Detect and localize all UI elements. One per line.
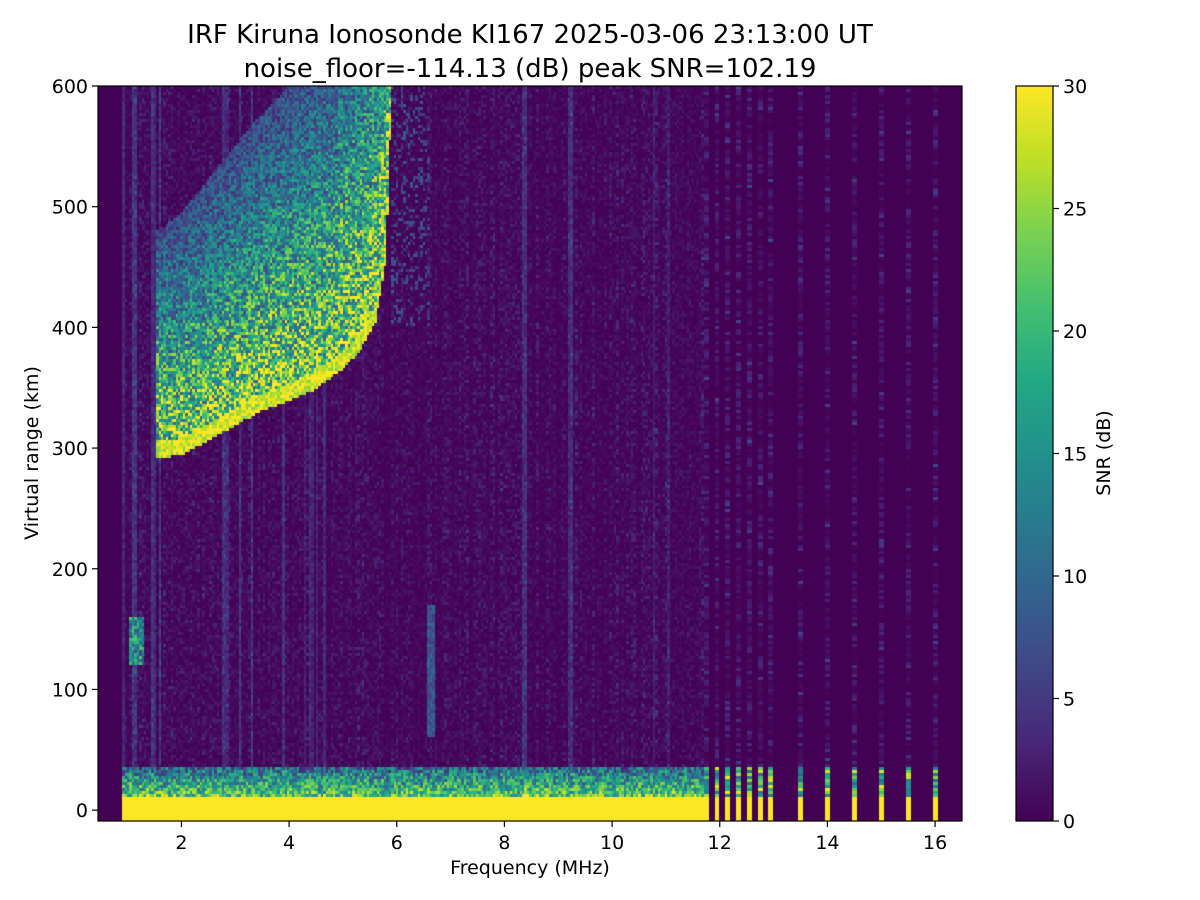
x-tick-label: 2 bbox=[175, 832, 187, 854]
colorbar-tick-label: 15 bbox=[1063, 444, 1087, 466]
x-tick-label: 14 bbox=[815, 832, 839, 854]
colorbar bbox=[1015, 85, 1054, 822]
colorbar-tick-label: 0 bbox=[1063, 811, 1075, 833]
chart-title: IRF Kiruna Ionosonde KI167 2025-03-06 23… bbox=[187, 20, 873, 50]
y-tick-label: 0 bbox=[76, 800, 88, 822]
colorbar-tick-label: 10 bbox=[1063, 566, 1087, 588]
y-tick-label: 200 bbox=[52, 559, 88, 581]
colorbar-tick-label: 25 bbox=[1063, 199, 1087, 221]
colorbar-tick-label: 5 bbox=[1063, 689, 1075, 711]
y-axis: 0 100 200 300 400 500 600 bbox=[52, 76, 98, 822]
colorbar-label: SNR (dB) bbox=[1093, 410, 1115, 495]
y-tick-label: 400 bbox=[52, 317, 88, 339]
y-tick-label: 600 bbox=[52, 76, 88, 98]
colorbar-tick-label: 30 bbox=[1063, 76, 1087, 98]
x-axis-label: Frequency (MHz) bbox=[450, 857, 610, 879]
snr-heatmap bbox=[98, 86, 962, 821]
heatmap-image bbox=[98, 86, 962, 821]
x-tick-label: 8 bbox=[498, 832, 510, 854]
x-tick-label: 4 bbox=[283, 832, 295, 854]
y-tick-label: 300 bbox=[52, 438, 88, 460]
x-tick-label: 16 bbox=[923, 832, 947, 854]
y-axis-label: Virtual range (km) bbox=[21, 366, 43, 540]
x-tick-label: 6 bbox=[391, 832, 403, 854]
y-tick-label: 500 bbox=[52, 197, 88, 219]
x-tick-label: 12 bbox=[708, 832, 732, 854]
chart-subtitle: noise_floor=-114.13 (dB) peak SNR=102.19 bbox=[244, 54, 817, 84]
colorbar-tick-label: 20 bbox=[1063, 321, 1087, 343]
plot-frame bbox=[97, 85, 963, 822]
x-tick-label: 10 bbox=[600, 832, 624, 854]
colorbar-axis: 0 5 10 15 20 25 30 bbox=[1053, 76, 1087, 833]
x-axis: 2 4 6 8 10 12 14 16 bbox=[175, 821, 947, 854]
y-tick-label: 100 bbox=[52, 679, 88, 701]
